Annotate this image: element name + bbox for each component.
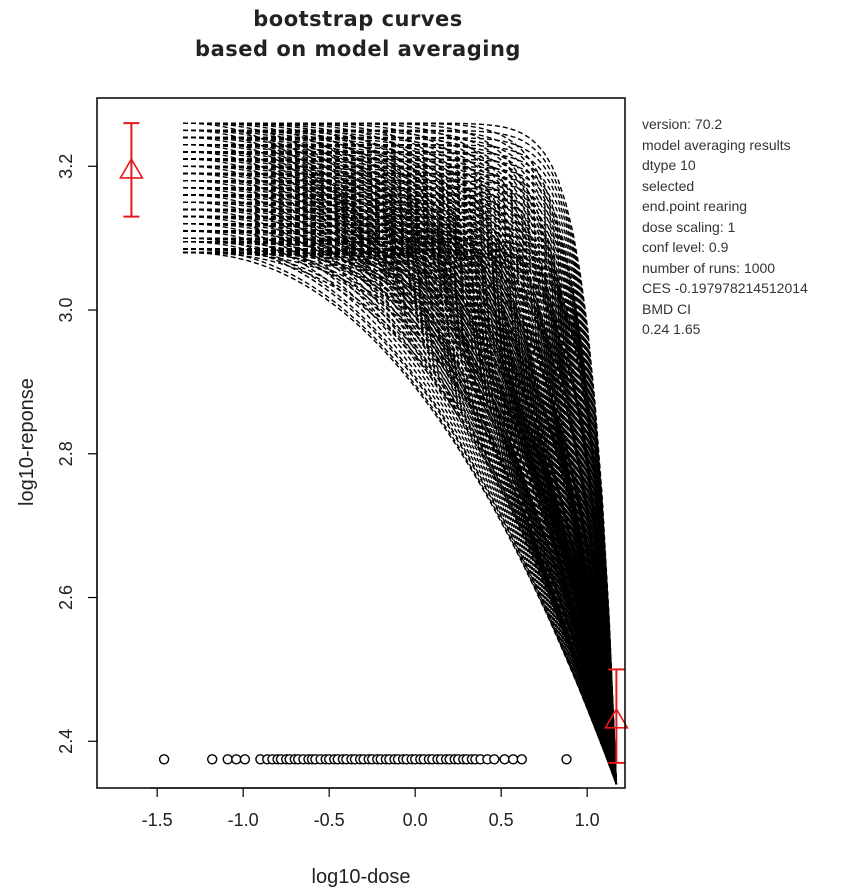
bootstrap-curve-223 xyxy=(182,241,618,785)
bootstrap-curve-248 xyxy=(183,251,618,785)
bootstrap-curve-168 xyxy=(183,208,618,785)
x-tick-label-1: -1.0 xyxy=(228,810,259,830)
dose-point-3 xyxy=(231,754,242,765)
mean-marker-1 xyxy=(604,707,629,729)
y-axis-label: log10-reponse xyxy=(16,378,38,506)
bootstrap-curve-129 xyxy=(183,187,618,785)
info-bmd-ci: BMD CI xyxy=(642,300,691,317)
y-tick-label-3: 3.0 xyxy=(56,297,76,322)
info-endpoint: end.point rearing xyxy=(642,198,748,214)
bootstrap-curve-106 xyxy=(183,179,618,785)
dose-point-4 xyxy=(239,754,251,765)
info-conf-level: conf level: 0.9 xyxy=(642,239,729,255)
group-mean-markers xyxy=(119,122,629,764)
x-tick-label-3: 0.0 xyxy=(403,810,428,830)
bootstrap-curve-77 xyxy=(183,158,618,785)
bootstrap-curve-171 xyxy=(183,215,618,785)
info-dose-scaling: dose scaling: 1 xyxy=(642,218,736,235)
y-axis: 2.4 2.6 2.8 3.0 3.2 xyxy=(56,154,98,754)
bootstrap-curve-118 xyxy=(182,187,618,785)
bootstrap-curve-155 xyxy=(183,201,618,785)
bootstrap-curve-67 xyxy=(183,158,618,785)
bootstrap-curve-142 xyxy=(183,194,618,785)
info-selected: selected xyxy=(642,177,695,194)
bootstrap-curve-12 xyxy=(183,122,618,785)
bootstrap-curve-116 xyxy=(183,179,618,785)
info-bmd-ci-values: 0.24 1.65 xyxy=(642,321,701,337)
dose-point-61 xyxy=(561,754,572,765)
bootstrap-curve-156 xyxy=(182,208,618,785)
bootstrap-curve-51 xyxy=(183,143,618,785)
bootstrap-curve-130 xyxy=(182,194,618,785)
info-dtype: dtype 10 xyxy=(642,157,696,173)
bootstrap-curve-233 xyxy=(183,240,618,785)
x-tick-label-5: 1.0 xyxy=(575,810,600,830)
info-model-averaging: model averaging results xyxy=(642,136,791,153)
dose-point-1 xyxy=(206,754,218,765)
bootstrap-curve-41 xyxy=(183,143,618,785)
chart-title-line-2: based on model averaging xyxy=(195,37,521,61)
dose-point-60 xyxy=(516,754,527,765)
mean-marker-0 xyxy=(119,157,144,179)
bootstrap-curve-194 xyxy=(183,223,618,785)
dose-rug-points xyxy=(158,754,572,765)
x-tick-label-4: 0.5 xyxy=(489,810,514,830)
bootstrap-curve-234 xyxy=(182,248,618,785)
bootstrap-curve-38 xyxy=(183,136,618,785)
bootstrap-curve-103 xyxy=(183,172,618,785)
bootstrap-curve-90 xyxy=(183,165,618,785)
bootstrap-curves xyxy=(182,122,618,785)
bootstrap-curve-64 xyxy=(183,151,618,785)
bootstrap-curve-181 xyxy=(183,215,618,785)
bootstrap-curve-117 xyxy=(182,187,618,785)
bootstrap-curve-222 xyxy=(182,241,618,785)
bootstrap-curve-207 xyxy=(183,230,618,785)
x-axis-label: log10-dose xyxy=(312,866,411,888)
bootstrap-curve-196 xyxy=(183,230,618,785)
bootstrap-curve-246 xyxy=(183,248,618,785)
bootstrap-curve-131 xyxy=(183,194,618,785)
y-tick-label-4: 3.2 xyxy=(56,154,76,179)
bootstrap-curve-25 xyxy=(183,129,618,785)
bootstrap-curve-104 xyxy=(183,179,618,785)
info-version: version: 70.2 xyxy=(642,116,723,132)
dose-point-0 xyxy=(158,754,170,765)
x-tick-label-0: -1.5 xyxy=(142,810,173,830)
bootstrap-curve-170 xyxy=(183,215,618,785)
bootstrap-curve-182 xyxy=(183,223,618,785)
dose-point-2 xyxy=(222,754,233,765)
info-ces: CES -0.197978214512014 xyxy=(642,280,808,296)
bootstrap-curve-53 xyxy=(183,151,618,785)
bootstrap-curve-157 xyxy=(183,208,618,785)
dose-point-58 xyxy=(499,754,510,765)
y-tick-label-0: 2.4 xyxy=(56,729,76,754)
chart-title-line-1: bootstrap curves xyxy=(253,7,463,31)
x-tick-label-2: -0.5 xyxy=(314,810,345,830)
dose-point-57 xyxy=(489,754,500,765)
info-panel: version: 70.2 model averaging results dt… xyxy=(642,114,864,340)
x-axis: -1.5 -1.0 -0.5 0.0 0.5 1.0 xyxy=(142,787,600,830)
bootstrap-curve-259 xyxy=(183,251,618,785)
bootstrap-curve-249 xyxy=(183,251,618,785)
bootstrap-curve-144 xyxy=(183,201,618,785)
y-tick-label-1: 2.6 xyxy=(56,585,76,610)
dose-point-59 xyxy=(508,754,519,765)
bootstrap-curve-247 xyxy=(182,251,618,785)
bootstrap-curve-236 xyxy=(183,248,618,785)
bootstrap-curve-1 xyxy=(183,122,618,785)
info-number-of-runs: number of runs: 1000 xyxy=(642,259,776,276)
bootstrap-curve-220 xyxy=(183,237,618,785)
y-tick-label-2: 2.8 xyxy=(56,441,76,466)
